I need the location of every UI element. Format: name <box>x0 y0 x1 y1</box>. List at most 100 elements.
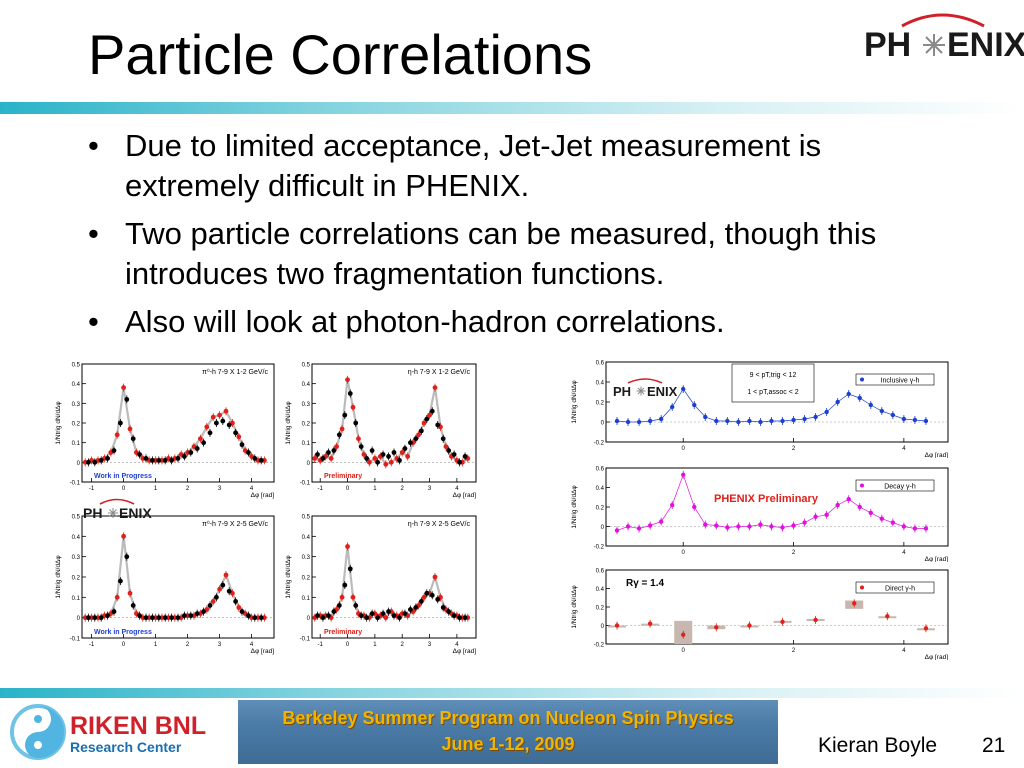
riken-bnl-subtitle: Research Center <box>70 739 182 755</box>
y-tick-label: 0.4 <box>596 587 605 593</box>
legend-marker <box>860 377 864 382</box>
bullet-text: Also will look at photon-hadron correlat… <box>125 304 725 339</box>
data-point <box>369 448 375 453</box>
data-point <box>258 457 264 463</box>
y-tick-label: 0.5 <box>302 363 311 369</box>
data-point <box>121 533 126 539</box>
data-point <box>315 613 320 619</box>
chart-tag: Work in Progress <box>94 473 152 480</box>
data-point <box>336 603 342 608</box>
data-point <box>418 599 424 604</box>
data-point <box>339 594 345 600</box>
data-point <box>692 402 697 408</box>
data-point <box>413 436 419 442</box>
data-point <box>339 426 345 432</box>
data-point <box>813 414 818 420</box>
bullet-item: • Two particle correlations can be measur… <box>88 214 908 294</box>
data-point <box>169 457 174 463</box>
data-point <box>383 461 389 467</box>
data-point <box>703 522 708 527</box>
data-point <box>375 615 380 621</box>
x-axis-label: Δφ [rad] <box>453 648 477 655</box>
x-tick-label: -1 <box>318 486 324 492</box>
data-point <box>342 412 348 418</box>
data-point <box>868 510 873 516</box>
y-tick-label: 0.2 <box>72 576 81 582</box>
plot-pi0-h-2-5-svg: -0.1 0 0.1 0.2 0.3 0.4 0.5 -1 0 1 2 3 4Δφ [rad] 1/Ntr… <box>55 515 275 655</box>
x-tick-label: 0 <box>682 446 686 452</box>
y-tick-label: 0 <box>77 461 81 467</box>
data-point <box>835 502 840 508</box>
data-point <box>326 450 331 455</box>
x-tick-label: 3 <box>218 642 222 648</box>
bullet-item: • Due to limited acceptance, Jet-Jet meas… <box>88 126 908 206</box>
x-tick-label: 3 <box>428 486 432 492</box>
legend-box <box>855 581 935 594</box>
chart-tag: Preliminary <box>324 629 362 636</box>
data-point <box>214 594 219 600</box>
data-point <box>725 525 730 530</box>
y-tick-label: 0.3 <box>302 555 311 561</box>
data-point <box>802 416 807 422</box>
x-axis-label: Δφ [rad] <box>251 648 275 655</box>
data-point <box>127 590 133 596</box>
svg-text:PH: PH <box>864 26 911 64</box>
legend-box <box>855 373 935 386</box>
data-point <box>614 418 620 424</box>
y-axis-label: 1/Ntrig dN/dΔφ <box>571 585 578 628</box>
x-tick-label: 0 <box>122 642 126 648</box>
data-point <box>747 524 752 529</box>
data-point <box>681 472 686 478</box>
data-point <box>367 459 372 465</box>
y-tick-label: -0.2 <box>594 441 605 447</box>
data-point <box>408 607 413 612</box>
x-tick-label: 2 <box>792 446 796 452</box>
data-point <box>824 409 829 415</box>
data-point <box>901 416 907 422</box>
data-point <box>252 456 258 461</box>
data-point <box>169 615 174 621</box>
data-point <box>92 459 98 465</box>
data-point <box>143 456 149 461</box>
plot-inclusive-gamma-h-svg: -0.2 0 0.2 0.4 0.6 0 2 4 Δφ [rad] 1/Ntrig dN/dΔφ I… <box>571 361 949 458</box>
y-tick-label: 0.4 <box>72 535 81 541</box>
data-point <box>372 456 378 461</box>
data-point <box>397 457 402 463</box>
banner-title: Berkeley Summer Program on Nucleon Spin … <box>282 708 734 728</box>
plot-pi0-h-1-2: -0.1 0 0.1 0.2 0.3 0.4 0.5 -1 0 1 2 3 4 Δφ [rad] 1/Ntr… <box>52 358 280 500</box>
data-point <box>331 448 337 453</box>
x-tick-label: -1 <box>89 486 95 492</box>
data-point <box>114 594 120 600</box>
data-point <box>345 377 350 383</box>
data-point <box>416 432 421 438</box>
data-point <box>614 623 620 628</box>
data-point <box>124 397 130 402</box>
x-tick-label: 4 <box>902 446 906 452</box>
data-point <box>315 452 320 457</box>
bullet-dot: • <box>88 304 99 339</box>
y-tick-label: 0.3 <box>72 402 81 408</box>
x-tick-label: -1 <box>89 642 95 648</box>
legend-label: Decay γ-h <box>884 484 916 491</box>
data-point <box>320 615 326 621</box>
data-point <box>647 621 653 626</box>
y-axis-label: 1/Ntrig dN/dΔφ <box>571 485 578 528</box>
data-point <box>443 444 449 449</box>
data-point <box>105 613 110 619</box>
data-point <box>201 440 207 446</box>
data-point <box>421 594 427 600</box>
data-point <box>769 418 774 424</box>
data-point <box>130 603 136 608</box>
y-axis-label: 1/Ntrig dN/dΔφ <box>55 555 62 598</box>
data-point <box>714 523 719 528</box>
x-tick-label: 2 <box>186 486 190 492</box>
y-tick-label: 0 <box>601 525 605 531</box>
data-point <box>223 408 229 414</box>
data-point <box>233 430 239 436</box>
data-point <box>364 615 370 621</box>
data-point <box>226 422 232 428</box>
data-point <box>912 526 918 531</box>
x-tick-label: 4 <box>455 642 459 648</box>
chart-tag: PHENIX Preliminary <box>714 493 819 505</box>
svg-text:PH: PH <box>613 384 631 399</box>
